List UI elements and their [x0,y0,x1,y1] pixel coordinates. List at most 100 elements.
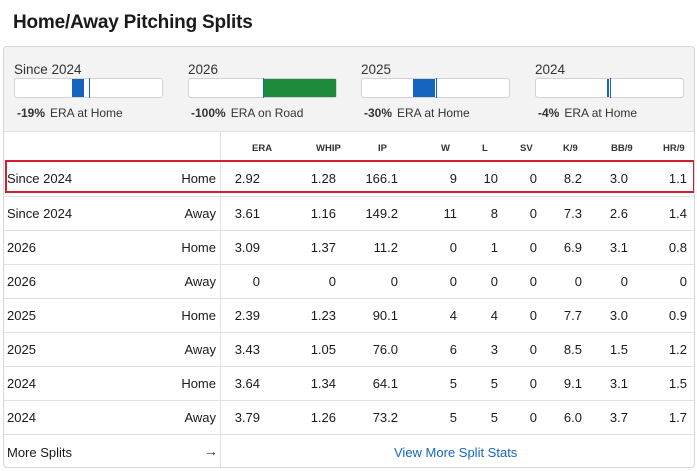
more-splits-link[interactable]: More Splits [7,445,73,460]
stat-cell: 1.2 [668,342,687,357]
stat-cell: 7.7 [563,308,582,323]
row-location: Away [184,206,216,221]
stat-cell: 1.05 [310,342,336,357]
stat-cell: 166.1 [365,171,398,186]
stat-cell: 2.6 [609,206,628,221]
summary-metric: 2025 -30% ERA at Home [351,47,521,132]
split-bar-center-line [435,78,437,98]
table-row: 2024 Away 3.79 1.26 73.2 5 5 0 6.0 3.7 1.7 [4,400,694,434]
stat-cell: 6.9 [563,240,582,255]
stat-cell: 2.39 [234,308,260,323]
column-header: K/9 [563,143,578,154]
column-header: HR/9 [663,143,685,154]
stat-cell: 0 [529,206,537,221]
metric-label: 2026 [188,62,219,77]
split-bar-fill [606,79,610,97]
stat-cell: 5 [449,376,457,391]
row-location: Home [181,240,216,255]
stat-cell: 3.61 [234,206,260,221]
stat-cell: 3.1 [609,376,628,391]
delta-description: ERA on Road [230,106,304,120]
stat-cell: 0 [252,274,260,289]
delta-value: -19% [17,106,46,120]
stat-cell: 0 [529,171,537,186]
summary-metric: 2026 -100% ERA on Road [178,47,348,132]
split-bar-center-line [609,78,611,98]
stat-cell: 3.43 [234,342,260,357]
summary-bar-section: Since 2024 -19% ERA at Home 2026 -100% ERA on… [4,47,694,132]
table-row: Since 2024 Away 3.61 1.16 149.2 11 8 0 7.3 2.6 1.4 [4,196,694,230]
stat-cell: 0 [529,376,537,391]
stat-cell: 1 [490,240,498,255]
stat-cell: 64.1 [372,376,398,391]
stat-cell: 3.0 [609,171,628,186]
stat-cell: 0 [529,342,537,357]
stat-cell: 1.5 [668,376,687,391]
stat-cell: 3.7 [609,410,628,425]
stat-cell: 0.8 [668,240,687,255]
stat-cell: 76.0 [372,342,398,357]
row-period: 2024 [7,410,36,425]
stat-cell: 0 [328,274,336,289]
stat-cell: 0 [390,274,398,289]
column-header: WHIP [316,143,341,154]
stat-cell: 11 [443,206,458,221]
split-bar [14,78,163,98]
stat-cell: 6.0 [563,410,582,425]
stat-cell: 5 [490,376,498,391]
delta-description: ERA at Home [564,106,638,120]
stat-cell: 0 [449,240,457,255]
split-bar-fill [413,79,436,97]
metric-delta: -4% ERA at Home [538,106,637,120]
split-bar [535,78,684,98]
stat-cell: 0 [449,274,457,289]
stat-cell: 1.34 [310,376,336,391]
stat-cell: 0 [574,274,582,289]
stat-cell: 3.79 [234,410,260,425]
stat-cell: 0 [529,308,537,323]
split-bar [188,78,337,98]
stat-cell: 8.5 [563,342,582,357]
arrow-right-icon[interactable]: → [204,443,218,459]
stat-cell: 0 [529,410,537,425]
stat-cell: 2.92 [234,171,260,186]
page-title: Home/Away Pitching Splits [13,12,253,33]
stat-cell: 0.9 [668,308,687,323]
table-row: 2026 Home 3.09 1.37 11.2 0 1 0 6.9 3.1 0.8 [4,230,694,264]
stat-cell: 10 [483,171,498,186]
summary-metric: 2024 -4% ERA at Home [525,47,694,132]
stat-cell: 9 [449,171,457,186]
stat-cell: 1.1 [668,171,687,186]
stat-cell: 0 [529,274,537,289]
stat-cell: 3.64 [234,376,260,391]
stat-cell: 0 [620,274,628,289]
stat-cell: 1.28 [310,171,336,186]
table-row: 2026 Away 0 0 0 0 0 0 0 0 0 [4,264,694,298]
stat-cell: 0 [490,274,498,289]
metric-delta: -19% ERA at Home [17,106,123,120]
row-location: Home [181,171,216,186]
stat-cell: 6 [449,342,457,357]
stat-cell: 5 [490,410,498,425]
column-header: SV [520,143,533,154]
delta-description: ERA at Home [397,106,470,120]
metric-delta: -30% ERA at Home [364,106,470,120]
table-row: 2024 Home 3.64 1.34 64.1 5 5 0 9.1 3.1 1.5 [4,366,694,400]
split-bar-fill [72,79,85,97]
view-more-split-stats-link[interactable]: View More Split Stats [394,445,518,460]
highlight-box [5,160,694,193]
row-period: 2024 [7,376,36,391]
metric-label: 2024 [535,62,566,77]
column-header: W [441,143,450,154]
table-row: 2025 Home 2.39 1.23 90.1 4 4 0 7.7 3.0 0.9 [4,298,694,332]
row-location: Away [184,274,216,289]
row-period: 2025 [7,342,36,357]
row-period: Since 2024 [7,171,73,186]
column-header: ERA [252,143,273,154]
column-header: L [482,143,488,154]
summary-metric: Since 2024 -19% ERA at Home [4,47,174,132]
stat-cell: 149.2 [365,206,398,221]
footer-separator [4,434,694,435]
stat-cell: 0 [679,274,687,289]
stat-cell: 1.7 [668,410,687,425]
